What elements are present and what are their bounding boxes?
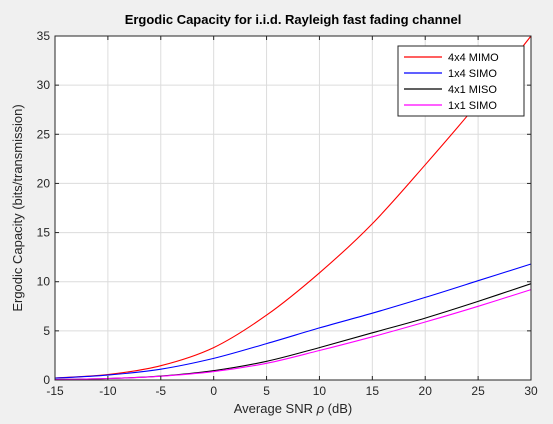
legend-label: 4x4 MIMO: [448, 52, 499, 64]
legend-label: 4x1 MISO: [448, 84, 497, 96]
axis-ticks: -15 -10 -5 0 5 10 15 20 25 30 0 5 10 15 20 25 30 35: [37, 29, 538, 398]
legend-box: [397, 45, 525, 117]
x-tick-label: -5: [155, 384, 166, 398]
series-lines: [54, 35, 532, 381]
y-tick-label: 20: [37, 176, 51, 190]
legend: 4x4 MIMO 1x4 SIMO 4x1 MISO 1x1 SIMO: [397, 45, 525, 117]
y-axis-label: Ergodic Capacity (bits/transmission): [10, 104, 25, 311]
chart-title: Ergodic Capacity for i.i.d. Rayleigh fas…: [125, 12, 462, 27]
y-tick-label: 25: [37, 127, 51, 141]
x-tick-label: 25: [471, 384, 485, 398]
y-tick-label: 35: [37, 29, 51, 43]
x-tick-label: 15: [366, 384, 380, 398]
plot-frame: [54, 35, 532, 381]
x-tick-label: 20: [419, 384, 433, 398]
x-tick-label: -10: [99, 384, 117, 398]
series-line-4x4-mimo: [54, 35, 532, 379]
y-tick-label: 0: [43, 373, 50, 387]
x-axis-label: Average SNR ρ (dB): [234, 401, 352, 416]
x-tick-label: 0: [210, 384, 217, 398]
x-tick-label: 5: [263, 384, 270, 398]
legend-label: 1x4 SIMO: [448, 68, 497, 80]
legend-label: 1x1 SIMO: [448, 100, 497, 112]
x-axis-label-suffix: (dB): [324, 401, 352, 416]
series-line-1x4-simo: [54, 263, 532, 379]
y-tick-label: 10: [37, 275, 51, 289]
x-tick-label: 30: [524, 384, 538, 398]
x-axis-label-prefix: Average SNR: [234, 401, 317, 416]
y-tick-label: 30: [37, 78, 51, 92]
x-tick-label: -15: [46, 384, 64, 398]
x-axis-label-symbol: ρ: [316, 401, 325, 416]
y-tick-label: 15: [37, 226, 51, 240]
y-tick-label: 5: [43, 324, 50, 338]
x-tick-label: 10: [313, 384, 327, 398]
series-line-1x1-simo: [54, 289, 532, 381]
